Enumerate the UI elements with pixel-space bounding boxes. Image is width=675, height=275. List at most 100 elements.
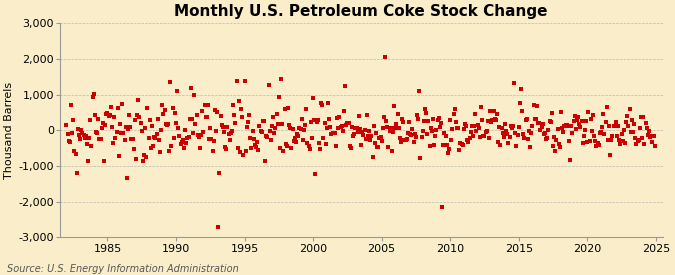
- Point: [366, 134, 377, 138]
- Point: [552, 126, 563, 131]
- Point: [535, 128, 546, 132]
- Point: [333, 126, 344, 130]
- Point: [161, 122, 172, 127]
- Point: [214, 170, 225, 175]
- Point: [113, 153, 124, 158]
- Point: [615, 142, 626, 147]
- Point: [572, 118, 583, 123]
- Point: [255, 129, 266, 133]
- Point: [269, 131, 279, 135]
- Point: [481, 129, 492, 133]
- Point: [495, 142, 506, 147]
- Point: [524, 129, 535, 133]
- Point: [526, 131, 537, 136]
- Point: [483, 119, 493, 123]
- Point: [123, 127, 134, 131]
- Point: [483, 136, 494, 140]
- Point: [491, 118, 502, 123]
- Point: [350, 126, 360, 130]
- Point: [64, 140, 75, 144]
- Point: [634, 125, 645, 130]
- Point: [628, 130, 639, 134]
- Point: [568, 119, 579, 123]
- Point: [80, 134, 91, 138]
- Point: [194, 145, 205, 150]
- Point: [142, 106, 153, 110]
- Point: [76, 127, 86, 132]
- Point: [327, 131, 338, 135]
- Point: [431, 128, 442, 133]
- Point: [367, 155, 378, 159]
- Point: [205, 126, 216, 130]
- Point: [250, 142, 261, 147]
- Point: [153, 117, 163, 121]
- Point: [290, 140, 301, 144]
- Point: [375, 135, 386, 139]
- Point: [410, 134, 421, 139]
- Point: [146, 145, 157, 150]
- Point: [522, 137, 533, 142]
- Point: [79, 136, 90, 141]
- Point: [202, 103, 213, 108]
- Point: [547, 144, 558, 148]
- Point: [285, 126, 296, 131]
- Point: [174, 133, 185, 138]
- Point: [439, 131, 450, 135]
- Point: [315, 147, 325, 151]
- Point: [445, 118, 456, 122]
- Point: [362, 133, 373, 138]
- Point: [447, 127, 458, 131]
- Point: [543, 128, 554, 133]
- Point: [90, 113, 101, 117]
- Point: [376, 139, 387, 143]
- Point: [238, 153, 249, 158]
- Point: [200, 115, 211, 119]
- Point: [580, 127, 591, 132]
- Point: [448, 112, 459, 117]
- Point: [564, 139, 574, 144]
- Point: [506, 126, 517, 131]
- Point: [440, 134, 451, 138]
- Point: [558, 130, 568, 135]
- Point: [520, 118, 531, 122]
- Point: [556, 110, 566, 115]
- Point: [425, 126, 436, 130]
- Point: [626, 117, 637, 122]
- Point: [346, 125, 357, 129]
- Point: [632, 139, 643, 143]
- Point: [468, 134, 479, 138]
- Point: [342, 120, 353, 125]
- Point: [239, 79, 250, 83]
- Point: [225, 130, 236, 135]
- Point: [229, 113, 240, 117]
- Point: [242, 120, 253, 124]
- Point: [402, 137, 412, 141]
- Point: [124, 113, 134, 118]
- Point: [450, 107, 460, 111]
- Point: [421, 111, 431, 116]
- Point: [502, 132, 513, 136]
- Point: [364, 138, 375, 142]
- Point: [578, 133, 589, 138]
- Point: [133, 98, 144, 103]
- Point: [242, 125, 252, 129]
- Point: [379, 115, 389, 120]
- Point: [206, 137, 217, 141]
- Point: [504, 135, 515, 139]
- Point: [509, 80, 520, 85]
- Point: [215, 114, 226, 119]
- Point: [446, 138, 457, 143]
- Point: [402, 131, 413, 135]
- Title: Monthly U.S. Petroleum Coke Stock Change: Monthly U.S. Petroleum Coke Stock Change: [174, 4, 548, 19]
- Point: [130, 117, 140, 122]
- Point: [517, 108, 528, 113]
- Point: [554, 142, 564, 146]
- Point: [250, 144, 261, 149]
- Point: [138, 153, 149, 157]
- Point: [470, 112, 481, 116]
- Point: [118, 131, 129, 135]
- Point: [369, 141, 380, 145]
- Point: [194, 135, 205, 139]
- Point: [557, 126, 568, 130]
- Point: [551, 138, 562, 142]
